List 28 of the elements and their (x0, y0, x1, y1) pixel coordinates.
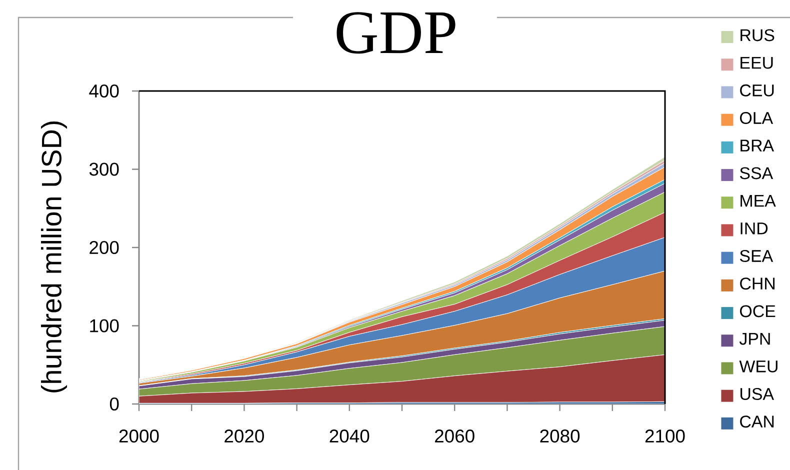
legend-label: SSA (740, 167, 774, 180)
legend-label: JPN (739, 332, 770, 345)
legend-label: MEA (740, 194, 776, 207)
x-tick-label: 2000 (119, 430, 159, 443)
y-tick-label: 100 (90, 319, 119, 332)
legend-label: OCE (740, 305, 776, 318)
x-tick-label: 2060 (435, 430, 474, 443)
y-tick-label: 400 (89, 84, 119, 98)
legend-label: RUS (740, 29, 774, 42)
legend-label: CHN (740, 278, 775, 290)
y-tick-label: 0 (110, 397, 119, 411)
y-tick-label: 200 (90, 240, 119, 254)
legend-label: BRA (740, 140, 774, 152)
legend-label: OLA (740, 112, 774, 124)
x-tick-label: 2100 (645, 430, 685, 443)
legend-label: SEA (740, 250, 774, 262)
legend-label: WEU (739, 360, 778, 372)
legend-label: EEU (740, 56, 773, 69)
y-axis-title: (hundred million USD) (41, 121, 67, 392)
legend-label: USA (740, 388, 774, 400)
legend-label: IND (740, 222, 768, 234)
legend-label: CAN (740, 416, 774, 428)
x-tick-label: 2040 (330, 430, 370, 443)
x-tick-label: 2020 (224, 430, 264, 443)
chart-title: GDP (336, 12, 456, 54)
legend-label: CEU (740, 84, 774, 96)
y-tick-label: 300 (89, 162, 119, 176)
x-tick-label: 2080 (540, 430, 580, 443)
